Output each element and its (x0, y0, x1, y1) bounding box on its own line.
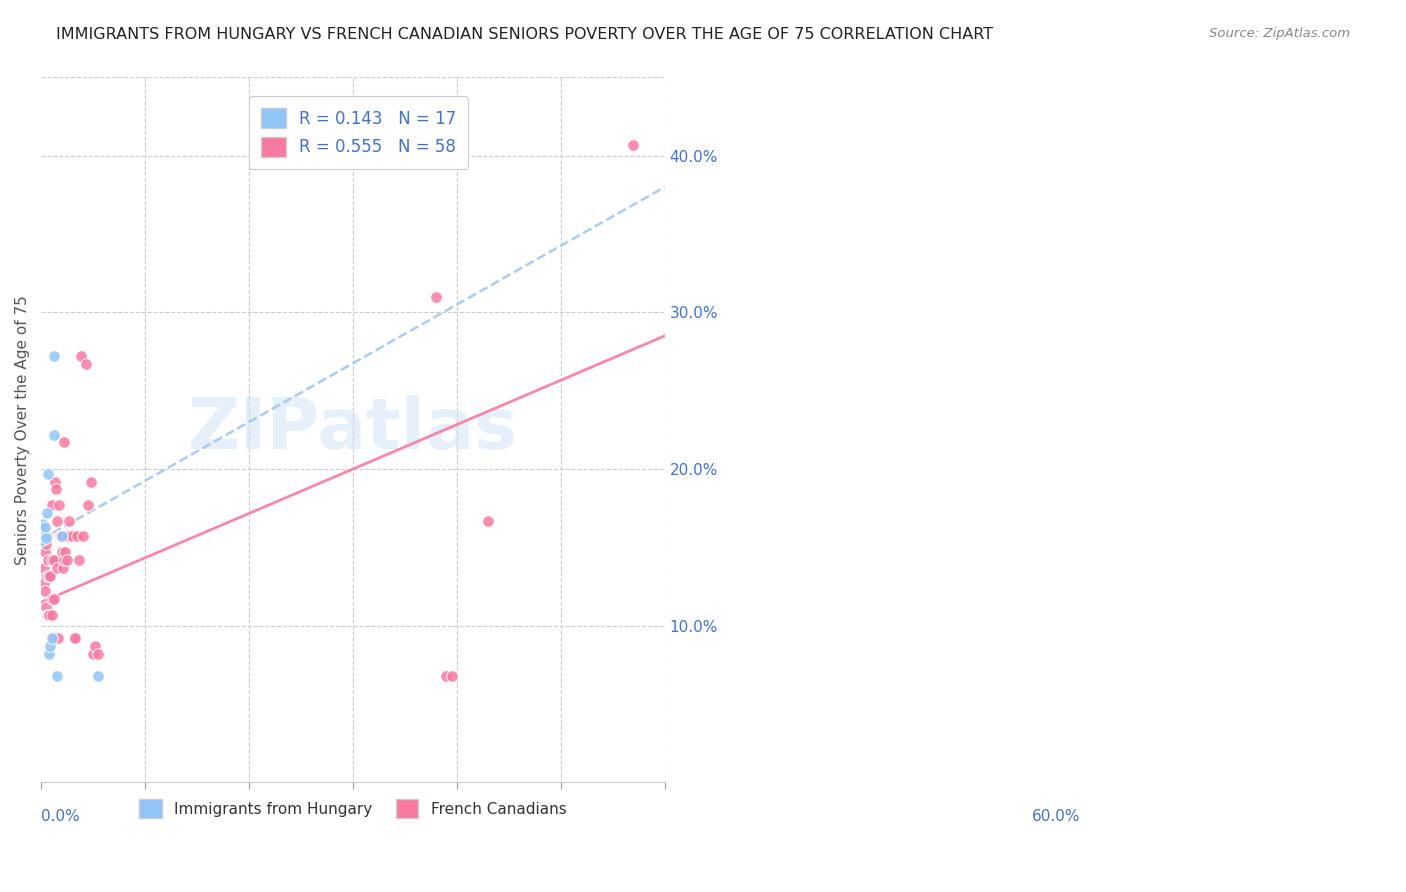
Point (58, 514, 80, 528)
Point (45, 483, 67, 497)
Text: 0.0%: 0.0% (41, 809, 80, 824)
Point (67, 553, 90, 567)
Point (41, 553, 63, 567)
Point (38, 647, 60, 661)
Point (66, 529, 89, 543)
Point (52, 561, 75, 575)
Point (38, 568, 60, 582)
Point (37, 607, 59, 622)
Point (56, 529, 79, 543)
Point (32, 568, 55, 582)
Point (621, 137, 644, 152)
Text: Source: ZipAtlas.com: Source: ZipAtlas.com (1209, 27, 1350, 40)
Point (34, 545, 56, 559)
Point (42, 553, 65, 567)
Point (37, 553, 59, 567)
Point (63, 632, 86, 646)
Point (45, 514, 67, 528)
Point (41, 632, 63, 646)
Point (41, 592, 63, 607)
Point (477, 514, 499, 528)
Point (34, 584, 56, 599)
Point (42, 349, 65, 363)
Point (52, 435, 75, 450)
Legend: Immigrants from Hungary, French Canadians: Immigrants from Hungary, French Canadian… (134, 793, 572, 824)
Point (42, 427, 65, 442)
Point (32, 561, 55, 575)
Point (87, 647, 110, 661)
Point (53, 545, 76, 559)
Point (41, 607, 63, 622)
Point (49, 529, 72, 543)
Point (32, 528, 55, 542)
Point (425, 290, 447, 304)
Point (44, 475, 66, 489)
Point (49, 529, 72, 543)
Point (37, 467, 59, 481)
Point (34, 528, 56, 542)
Point (37, 506, 59, 520)
Point (65, 632, 87, 646)
Point (60, 529, 83, 543)
Point (434, 669, 457, 683)
Point (80, 475, 103, 489)
Point (41, 498, 63, 512)
Point (45, 561, 67, 575)
Point (76, 498, 98, 512)
Point (440, 669, 463, 683)
Point (32, 516, 55, 531)
Point (69, 349, 91, 363)
Point (46, 632, 69, 646)
Point (45, 669, 67, 683)
Point (42, 632, 65, 646)
Point (82, 647, 104, 661)
Point (32, 576, 55, 591)
Point (51, 529, 73, 543)
Point (32, 522, 55, 536)
Point (56, 553, 79, 567)
Point (37, 529, 59, 543)
Point (75, 357, 97, 371)
Point (35, 531, 58, 545)
Point (39, 568, 62, 582)
Point (37, 568, 59, 582)
Point (84, 639, 107, 653)
Text: ZIPatlas: ZIPatlas (188, 395, 517, 465)
Text: 60.0%: 60.0% (1032, 809, 1080, 824)
Point (42, 592, 65, 607)
Point (35, 537, 58, 551)
Point (51, 545, 73, 559)
Text: IMMIGRANTS FROM HUNGARY VS FRENCH CANADIAN SENIORS POVERTY OVER THE AGE OF 75 CO: IMMIGRANTS FROM HUNGARY VS FRENCH CANADI… (56, 27, 994, 42)
Point (31, 533, 53, 547)
Point (48, 498, 70, 512)
Point (35, 599, 58, 614)
Y-axis label: Seniors Poverty Over the Age of 75: Seniors Poverty Over the Age of 75 (15, 295, 30, 565)
Point (56, 529, 79, 543)
Point (87, 669, 110, 683)
Point (39, 639, 62, 653)
Point (72, 529, 94, 543)
Point (38, 607, 60, 622)
Point (52, 553, 75, 567)
Point (37, 607, 59, 622)
Point (31, 529, 53, 543)
Point (34, 520, 56, 534)
